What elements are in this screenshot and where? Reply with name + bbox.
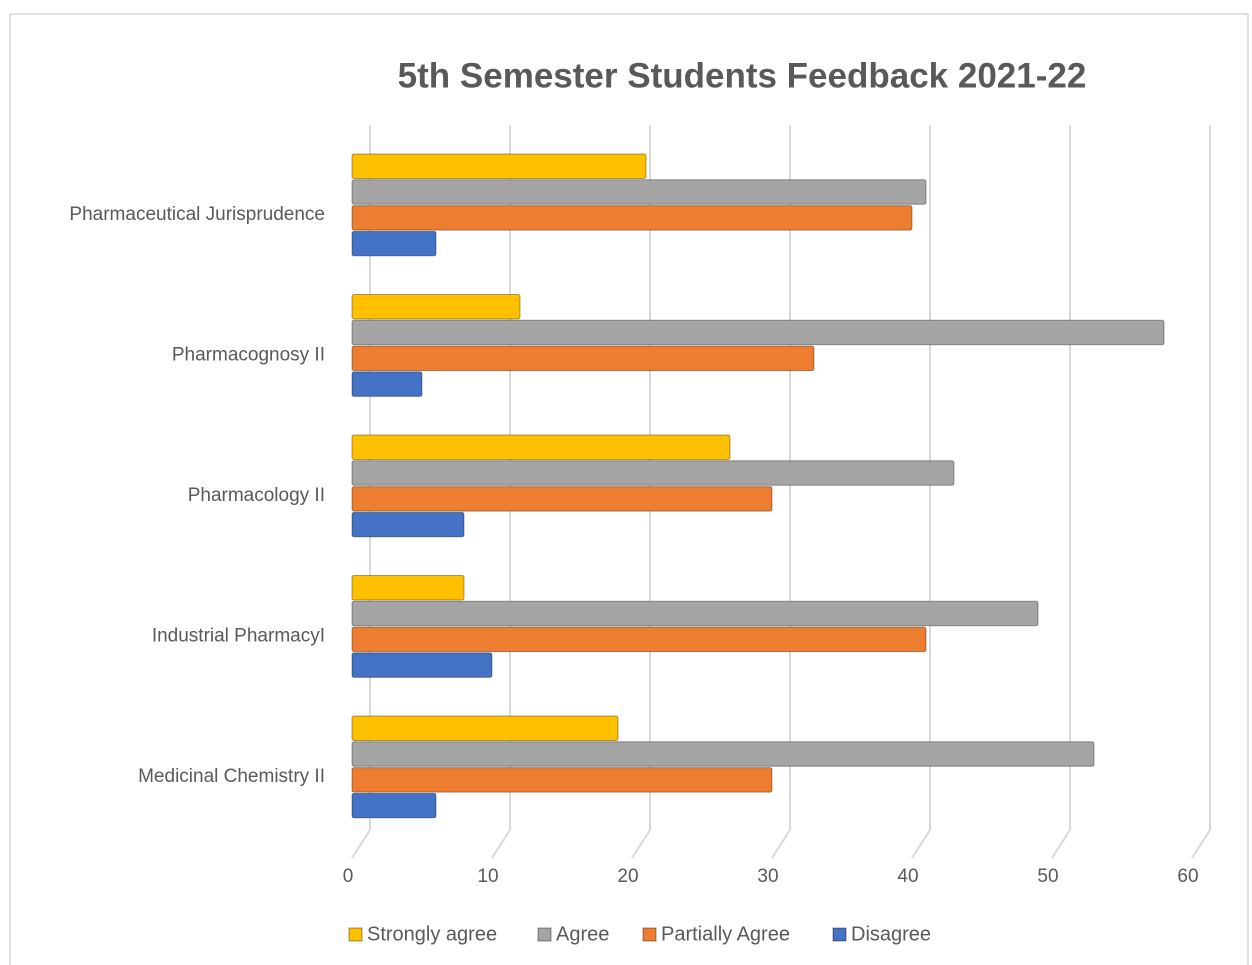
legend: Strongly agree Agree Partially Agree Disagr… [348, 923, 931, 945]
legend-label: Strongly agree [367, 923, 497, 945]
chart-title: 5th Semester Students Feedback 2021-22 [398, 56, 1087, 95]
bar [351, 205, 913, 231]
y-tick-label: Pharmaceutical Jurisprudence [69, 204, 325, 225]
bar [351, 371, 423, 397]
legend-label: Agree [556, 923, 609, 945]
bar [351, 792, 437, 819]
grid-line-depth [1051, 829, 1071, 859]
y-tick-label: Industrial PharmacyI [152, 626, 325, 647]
x-tick-label: 40 [897, 866, 918, 887]
grid-line-depth [351, 829, 371, 859]
legend-label: Partially Agree [661, 923, 790, 945]
bar [351, 511, 465, 538]
x-tick-label: 60 [1177, 866, 1198, 887]
bar [351, 600, 1039, 627]
bar [351, 345, 815, 372]
x-tick-label: 10 [477, 866, 498, 887]
grid-line-depth [491, 829, 511, 859]
bar [351, 715, 619, 741]
bar [351, 179, 927, 205]
legend-swatch [642, 927, 657, 942]
bar [351, 319, 1165, 346]
bar [351, 153, 647, 179]
bar [351, 575, 465, 601]
grid-line-depth [1191, 829, 1211, 859]
bar [351, 486, 773, 512]
legend-swatch [537, 927, 552, 942]
x-tick-label: 50 [1037, 866, 1058, 887]
legend-swatch [832, 927, 847, 942]
grid-line-depth [771, 829, 791, 859]
y-tick-label: Pharmacognosy II [172, 345, 325, 366]
grid-line-depth [911, 829, 931, 859]
y-tick-label: Pharmacology II [188, 485, 325, 506]
x-tick-label: 20 [617, 866, 638, 887]
bar [351, 230, 437, 257]
legend-label: Disagree [851, 923, 931, 945]
bar [351, 434, 731, 460]
x-tick-label: 30 [757, 866, 778, 887]
x-tick-label: 0 [343, 866, 354, 887]
bar [351, 294, 521, 320]
y-tick-label: Medicinal Chemistry II [138, 766, 325, 787]
bar [351, 460, 955, 486]
bar [351, 741, 1095, 767]
legend-swatch [348, 927, 363, 942]
bar [351, 767, 773, 793]
bar [351, 652, 493, 678]
grid-line-depth [631, 829, 651, 859]
bar [351, 626, 927, 653]
